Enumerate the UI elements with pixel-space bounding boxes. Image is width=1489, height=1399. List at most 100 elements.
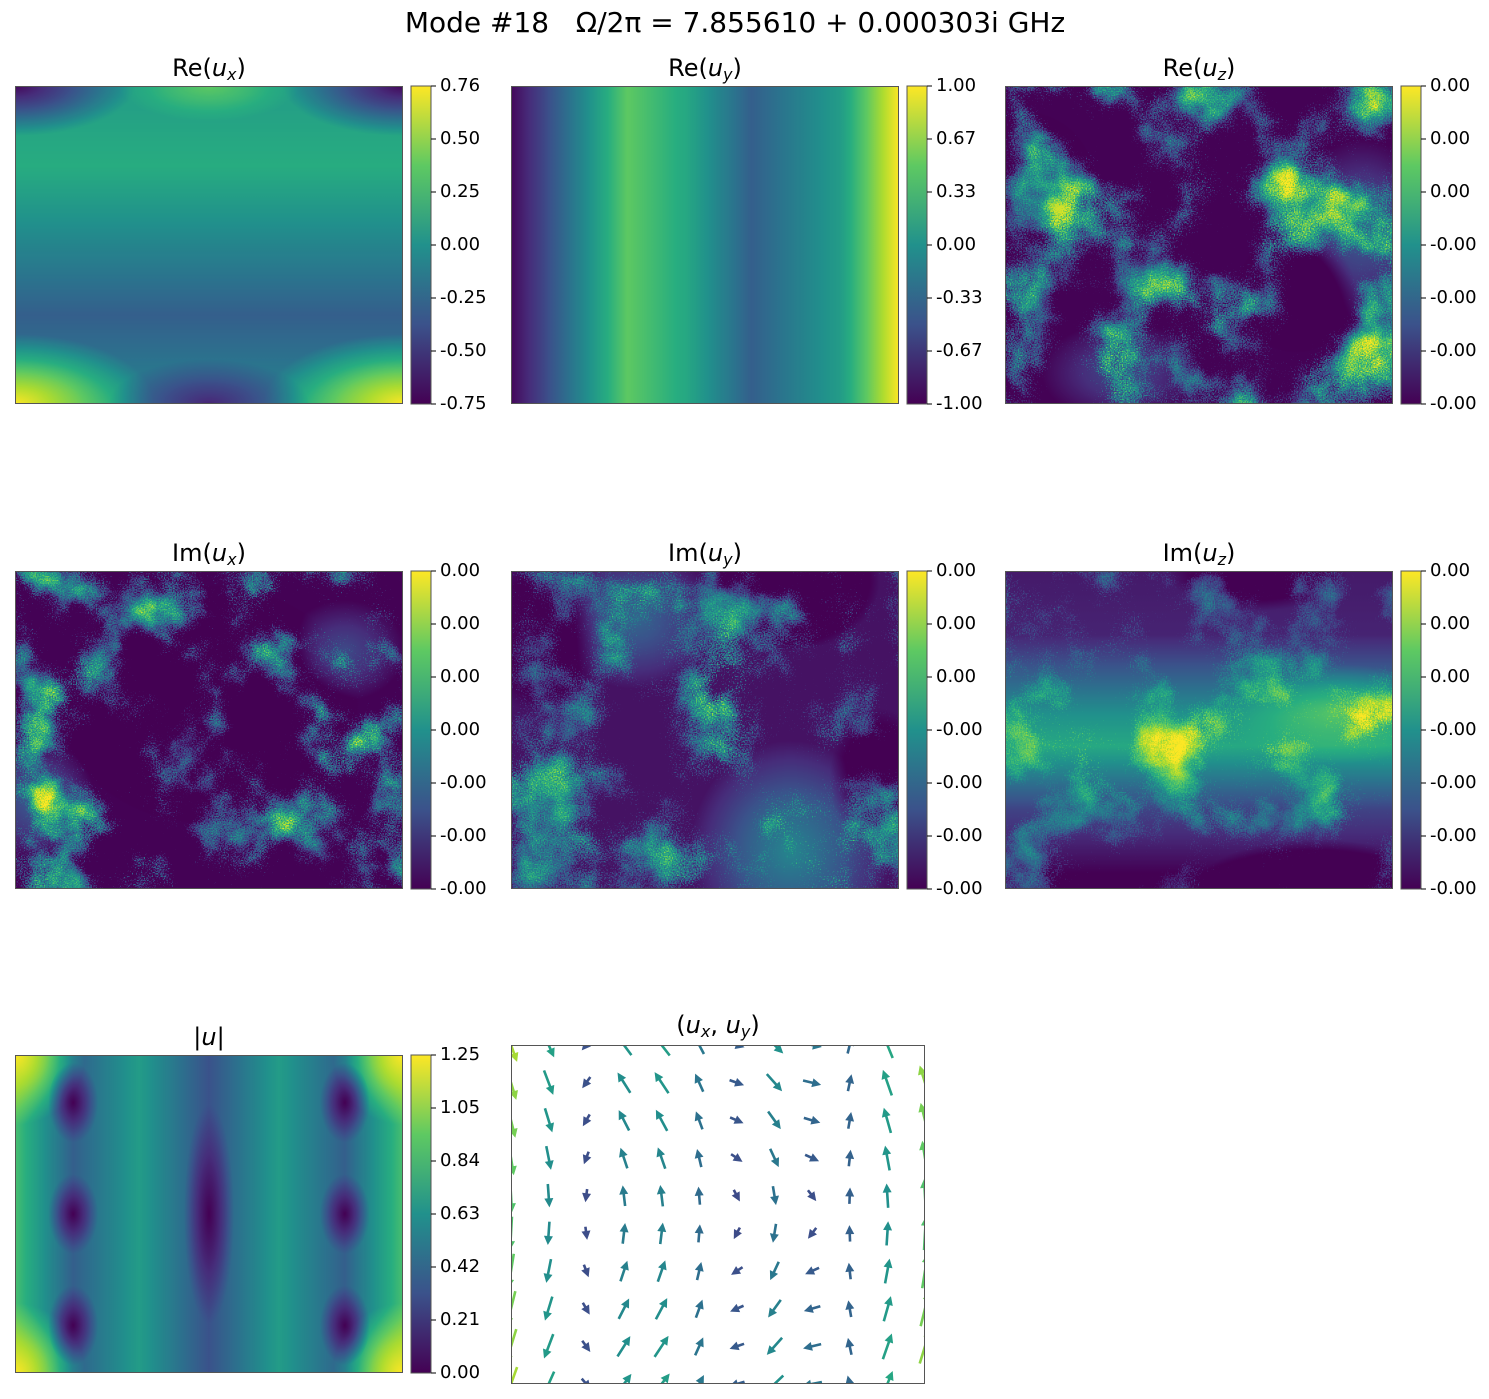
- arrow: [581, 1264, 590, 1278]
- arrow: [582, 1188, 592, 1203]
- frame: [1005, 86, 1393, 404]
- arrow: [730, 1303, 745, 1313]
- colorbar-tick-label: 0.42: [440, 1256, 480, 1277]
- heatmap-panel: Re(uy​) 1.00 0.67 0.33 0.00 -0.33 -0.67 -1.00: [511, 54, 983, 414]
- colorbar-tick-label: 0.00: [1430, 666, 1470, 687]
- arrow: [694, 1186, 704, 1205]
- colorbar-tick-label: 0.63: [440, 1203, 480, 1224]
- arrow: [581, 1302, 590, 1315]
- arrow: [802, 1379, 823, 1384]
- colorbar-tick-label: -0.00: [936, 878, 983, 899]
- arrow: [883, 1258, 893, 1284]
- arrow: [693, 1337, 704, 1356]
- panel-title: Im(ux​): [172, 539, 246, 569]
- arrow: [657, 1222, 667, 1245]
- arrow: [730, 1153, 743, 1162]
- colorbar-tick-label: 0.00: [1430, 613, 1470, 634]
- arrow: [882, 1296, 893, 1322]
- colorbar-tick-label: 0.00: [440, 560, 480, 581]
- arrow: [542, 1333, 555, 1359]
- arrow: [731, 1266, 744, 1275]
- arrow: [845, 1375, 855, 1384]
- arrow: [768, 1299, 782, 1318]
- arrow: [543, 1296, 554, 1321]
- arrow: [656, 1184, 666, 1207]
- heatmap-image: [15, 1055, 403, 1373]
- arrow: [653, 1335, 669, 1358]
- arrow: [920, 1253, 925, 1289]
- colorbar-tick-label: -0.33: [936, 287, 983, 308]
- colorbar-tick-label: 0.50: [440, 128, 480, 149]
- arrow: [511, 1216, 516, 1251]
- arrow: [544, 1145, 554, 1170]
- arrow: [694, 1261, 704, 1281]
- arrow: [543, 1258, 553, 1283]
- arrow: [845, 1187, 855, 1204]
- colorbar-tick-label: -0.00: [1430, 340, 1477, 361]
- arrow: [845, 1300, 855, 1318]
- arrow: [619, 1185, 629, 1207]
- arrow: [511, 1253, 516, 1289]
- arrow: [581, 1045, 592, 1051]
- colorbar-tick-label: 1.05: [440, 1097, 480, 1118]
- panel-title: |u|: [193, 1023, 224, 1051]
- heatmap-image: [1005, 571, 1393, 889]
- arrow: [845, 1337, 855, 1356]
- arrow: [729, 1077, 745, 1087]
- heatmap-image: [511, 86, 899, 404]
- panel-title: Re(uy​): [668, 54, 742, 84]
- colorbar-tick-label: 0.00: [440, 234, 480, 255]
- arrow: [882, 1183, 892, 1208]
- arrow: [803, 1304, 821, 1313]
- arrow: [619, 1260, 629, 1282]
- arrow: [883, 1221, 893, 1246]
- arrow: [806, 1189, 817, 1202]
- arrow: [766, 1336, 784, 1355]
- frame: [15, 571, 403, 889]
- arrow: [728, 1045, 745, 1050]
- arrow: [767, 1110, 781, 1130]
- colorbar-tick-label: 0.00: [440, 666, 480, 687]
- colorbar: [410, 570, 432, 890]
- colorbar-tick-label: -0.00: [1430, 825, 1477, 846]
- colorbar: [906, 85, 928, 405]
- arrow: [729, 1341, 745, 1351]
- colorbar: [410, 1054, 432, 1374]
- arrow: [581, 1226, 591, 1240]
- panel-title: Im(uy​): [668, 539, 742, 569]
- arrow: [543, 1107, 554, 1133]
- arrow: [881, 1107, 893, 1134]
- heatmap-panel: Im(uy​) 0.00 0.00 0.00 -0.00 -0.00 -0.00 -0.00: [511, 539, 983, 899]
- heatmap-image: [15, 571, 403, 889]
- colorbar-tick-label: 0.00: [1430, 75, 1470, 96]
- arrow: [619, 1147, 629, 1169]
- frame: [15, 1055, 403, 1373]
- colorbar-tick-label: -0.67: [936, 340, 983, 361]
- colorbar-tick-label: 0.67: [936, 128, 976, 149]
- colorbar-tick-label: 0.00: [936, 234, 976, 255]
- arrow: [731, 1189, 740, 1202]
- heatmap-panel: Re(uz​) 0.00 0.00 0.00 -0.00 -0.00 -0.00 -0.00: [1005, 54, 1477, 414]
- arrow: [541, 1045, 555, 1058]
- arrow: [769, 1223, 779, 1243]
- arrow: [804, 1153, 820, 1162]
- arrow: [581, 1339, 591, 1352]
- heatmap-panel: Im(uz​) 0.00 0.00 0.00 -0.00 -0.00 -0.00 -0.00: [1005, 539, 1477, 899]
- arrow: [805, 1266, 820, 1275]
- colorbar-tick-label: -0.50: [440, 340, 487, 361]
- frame: [511, 86, 899, 404]
- heatmap-image: [1005, 86, 1393, 404]
- colorbar-tick-label: -0.00: [1430, 393, 1477, 414]
- colorbar-tick-label: -1.00: [936, 393, 983, 414]
- quiver-field: [511, 1045, 925, 1384]
- arrow: [619, 1223, 629, 1244]
- frame: [511, 571, 899, 889]
- arrow: [803, 1115, 821, 1125]
- figure-title: Mode #18 Ω/2π = 7.855610 + 0.000303i GHz: [405, 6, 1065, 39]
- colorbar-tick-label: -0.00: [1430, 287, 1477, 308]
- arrow: [544, 1183, 554, 1208]
- colorbar: [1400, 85, 1422, 405]
- arrow: [655, 1109, 669, 1132]
- arrow: [618, 1110, 631, 1132]
